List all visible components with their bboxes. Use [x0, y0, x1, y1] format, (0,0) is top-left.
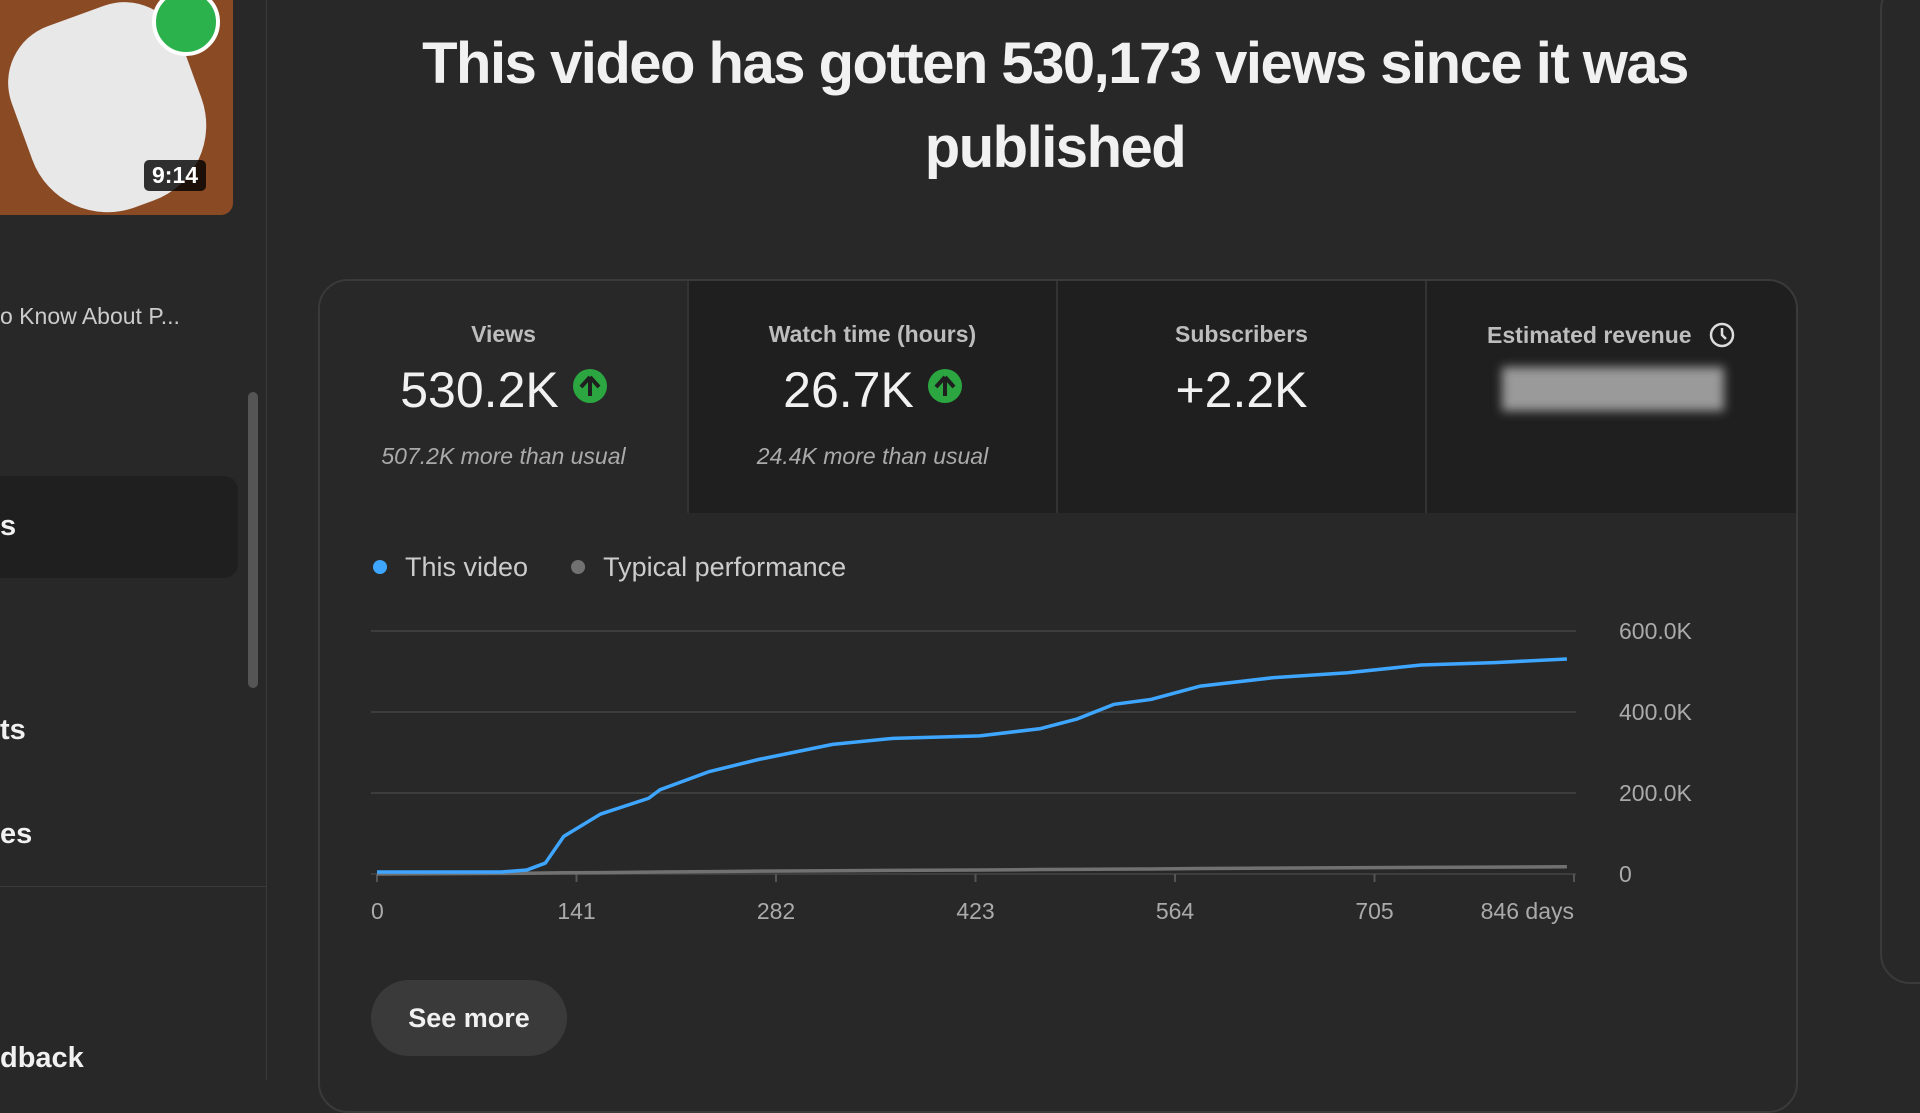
stat-tile[interactable]: Estimated revenue: [1427, 281, 1796, 513]
see-more-button[interactable]: See more: [371, 980, 567, 1056]
nav-item[interactable]: s: [0, 510, 17, 542]
nav-item[interactable]: dback: [0, 1042, 84, 1074]
video-duration: 9:14: [144, 160, 207, 191]
scrollbar[interactable]: [248, 392, 258, 688]
stat-value-row: 530.2K: [320, 361, 687, 419]
stat-value: +2.2K: [1175, 362, 1308, 418]
stat-tile[interactable]: Views 530.2K 507.2K more than usual: [320, 281, 689, 513]
page-heading: This video has gotten 530,173 views sinc…: [422, 31, 1689, 180]
stat-label-row: Estimated revenue: [1427, 321, 1796, 349]
active-item-bg: [0, 476, 238, 578]
right-panel: [1880, 0, 1920, 984]
clock-icon: [1709, 322, 1735, 348]
nav-item[interactable]: es: [0, 818, 33, 850]
stat-note: 24.4K more than usual: [756, 443, 989, 469]
stat-value: 26.7K: [783, 362, 914, 418]
stat-label: Subscribers: [1175, 321, 1308, 347]
nav-item[interactable]: ts: [0, 714, 26, 746]
up-icon: [927, 369, 962, 403]
video-title[interactable]: o Know About P...: [0, 303, 180, 329]
stat-tile[interactable]: Watch time (hours) 26.7K 24.4K more than…: [689, 281, 1058, 513]
stat-label: Views: [471, 321, 536, 347]
thumbnail-check: [152, 0, 220, 56]
stat-value: 530.2K: [400, 362, 559, 418]
blurred-revenue: [1502, 367, 1724, 411]
divider: [0, 886, 266, 887]
stat-tile[interactable]: Subscribers +2.2K: [1058, 281, 1427, 513]
stat-note: 507.2K more than usual: [381, 443, 626, 469]
stat-label: Watch time (hours): [768, 321, 977, 347]
stat-value-row: 26.7K: [689, 361, 1056, 419]
stat-label: Estimated revenue: [1487, 322, 1692, 348]
up-icon: [572, 369, 607, 403]
sidebar: 9:14 o Know About P... s ts es dback: [0, 0, 267, 1080]
video-thumbnail[interactable]: 9:14: [0, 0, 233, 215]
